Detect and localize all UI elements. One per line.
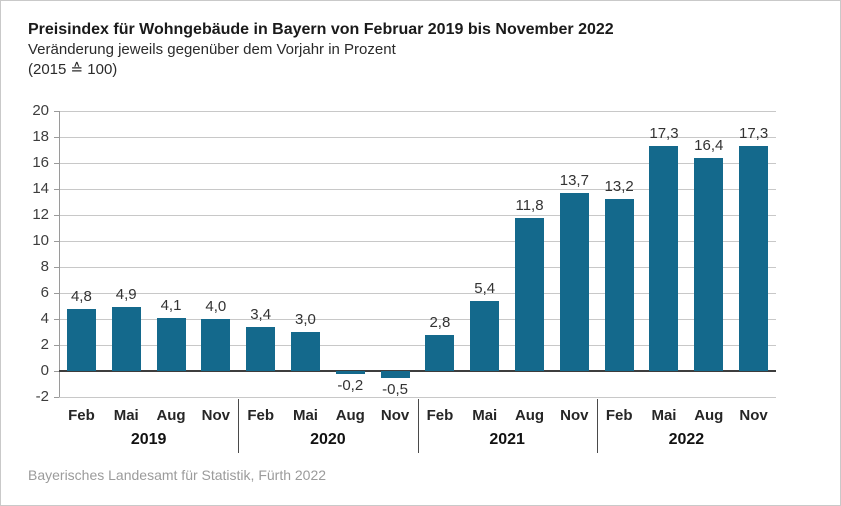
- month-label: Feb: [605, 407, 633, 424]
- bar: [201, 319, 231, 371]
- y-axis-tick: [54, 396, 59, 398]
- gridline: [59, 292, 776, 294]
- y-tick-label: 14: [32, 180, 49, 197]
- y-tick-label: 10: [32, 232, 49, 249]
- zero-line: [59, 370, 776, 372]
- year-label: 2021: [489, 431, 525, 448]
- year-label: 2020: [310, 431, 346, 448]
- gridline: [59, 136, 776, 138]
- bar: [470, 300, 500, 371]
- gridline: [59, 318, 776, 320]
- bar: [515, 217, 545, 371]
- year-separator: [596, 399, 598, 453]
- y-tick-label: -2: [35, 388, 49, 405]
- year-separator: [417, 399, 419, 453]
- y-tick-label: 20: [32, 102, 49, 119]
- y-axis-line: [59, 111, 60, 397]
- y-tick-label: 4: [40, 310, 49, 327]
- y-tick-label: 8: [40, 258, 49, 275]
- y-axis-tick: [54, 110, 59, 112]
- chart-subtitle: Veränderung jeweils gegenüber dem Vorjah…: [28, 41, 396, 58]
- bar: [290, 332, 320, 371]
- y-tick-label: 16: [32, 154, 49, 171]
- y-tick-label: 18: [32, 128, 49, 145]
- month-label: Mai: [651, 407, 677, 424]
- bar: [156, 317, 186, 371]
- y-axis-tick: [54, 292, 59, 294]
- month-label: Aug: [335, 407, 365, 424]
- bar-value-label: 4,0: [205, 298, 227, 315]
- base-year-note: (2015 ≙ 100): [28, 61, 118, 78]
- bar-value-label: -0,2: [337, 376, 364, 394]
- y-tick-label: 0: [40, 362, 49, 379]
- gridline: [59, 344, 776, 346]
- month-label: Aug: [156, 407, 186, 424]
- gridline: [59, 188, 776, 190]
- y-axis-tick: [54, 188, 59, 190]
- bar-value-label: 3,0: [295, 311, 316, 328]
- month-label: Nov: [560, 407, 589, 424]
- bar-value-label: 11,8: [515, 196, 544, 214]
- gridline: [59, 110, 776, 112]
- bar-value-label: 2,8: [429, 313, 451, 331]
- month-label: Nov: [201, 407, 231, 424]
- bar: [111, 307, 141, 371]
- y-axis-tick: [54, 162, 59, 164]
- month-label: Feb: [68, 407, 95, 424]
- bar-value-label: 17,3: [649, 125, 679, 143]
- y-axis-tick: [54, 240, 59, 242]
- month-label: Aug: [694, 407, 724, 424]
- bar: [559, 192, 589, 371]
- y-axis-tick: [54, 344, 59, 346]
- gridline: [59, 214, 776, 216]
- month-label: Nov: [380, 407, 410, 424]
- y-axis-tick: [54, 370, 59, 372]
- month-label: Nov: [739, 407, 768, 424]
- bar: [739, 146, 769, 371]
- y-axis-tick: [54, 136, 59, 138]
- chart-title: Preisindex für Wohngebäude in Bayern von…: [28, 21, 614, 38]
- gridline: [59, 240, 776, 242]
- bar: [604, 199, 634, 371]
- month-label: Aug: [514, 407, 545, 424]
- year-separator: [238, 399, 240, 453]
- month-label: Mai: [292, 407, 318, 424]
- bar: [425, 334, 455, 371]
- bar-value-label: 4,8: [70, 287, 92, 305]
- bar-value-label: 13,7: [559, 171, 589, 189]
- bar-value-label: 4,1: [160, 296, 182, 314]
- year-label: 2022: [668, 431, 705, 448]
- bar-value-label: 13,2: [604, 178, 634, 196]
- year-label: 2019: [130, 431, 167, 448]
- y-tick-label: 2: [40, 336, 49, 353]
- bar-value-label: 16,4: [694, 136, 724, 154]
- y-axis-tick: [54, 214, 59, 216]
- month-label: Feb: [247, 407, 274, 424]
- bar-value-label: -0,5: [382, 380, 409, 398]
- gridline: [59, 162, 776, 164]
- bar-value-label: 3,4: [250, 305, 272, 323]
- month-label: Mai: [113, 407, 139, 424]
- source-note: Bayerisches Landesamt für Statistik, Für…: [28, 467, 327, 483]
- month-label: Feb: [426, 407, 454, 424]
- chart-header: Preisindex für Wohngebäude in Bayern von…: [28, 19, 614, 80]
- gridline: [59, 396, 776, 398]
- bar: [649, 146, 679, 371]
- bar: [246, 326, 276, 371]
- bar: [66, 308, 96, 371]
- bar-value-label: 5,4: [474, 279, 496, 297]
- y-axis-tick: [54, 318, 59, 320]
- bar: [335, 371, 365, 374]
- bar-value-label: 4,9: [115, 286, 137, 304]
- gridline: [59, 266, 776, 268]
- y-tick-label: 6: [40, 284, 49, 301]
- bar-value-label: 17,3: [738, 125, 769, 143]
- bar: [694, 157, 724, 371]
- month-label: Mai: [472, 407, 498, 424]
- y-tick-label: 12: [32, 206, 49, 223]
- y-axis-tick: [54, 266, 59, 268]
- bar: [380, 371, 410, 378]
